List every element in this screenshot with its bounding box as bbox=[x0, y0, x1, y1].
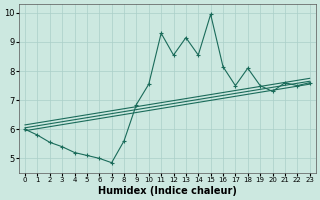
X-axis label: Humidex (Indice chaleur): Humidex (Indice chaleur) bbox=[98, 186, 237, 196]
